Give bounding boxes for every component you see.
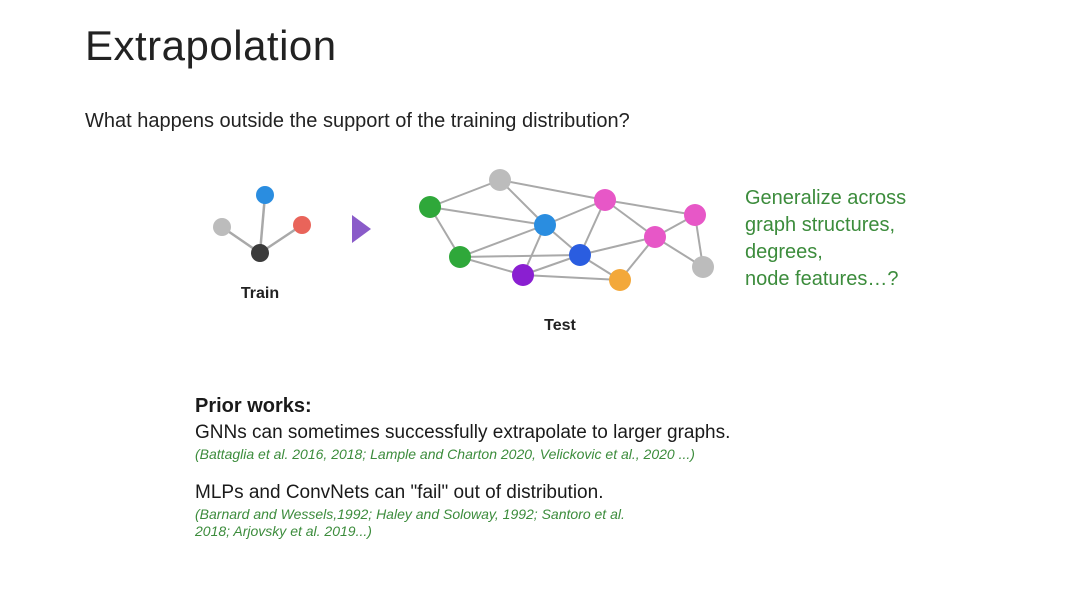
graph-node — [256, 186, 274, 204]
graph-node — [692, 256, 714, 278]
prior-citation-2: (Barnard and Wessels,1992; Haley and Sol… — [195, 506, 935, 541]
graph-edge — [605, 200, 695, 215]
prior-citation-1: (Battaglia et al. 2016, 2018; Lample and… — [195, 446, 935, 464]
graph-node — [449, 246, 471, 268]
graph-node — [594, 189, 616, 211]
graph-node — [534, 214, 556, 236]
graph-edge — [430, 180, 500, 207]
diagram-area: Train Test — [0, 160, 1080, 350]
graph-node — [644, 226, 666, 248]
graph-node — [213, 218, 231, 236]
prior-works-block: Prior works: GNNs can sometimes successf… — [195, 395, 935, 559]
prior-line-1: GNNs can sometimes successfully extrapol… — [195, 422, 935, 444]
generalize-caption: Generalize acrossgraph structures,degree… — [745, 185, 906, 293]
test-label: Test — [395, 317, 725, 335]
graph-node — [512, 264, 534, 286]
graph-node — [489, 169, 511, 191]
slide-title: Extrapolation — [85, 22, 337, 70]
test-graph — [395, 155, 725, 315]
train-graph — [200, 175, 320, 275]
graph-edge — [430, 207, 545, 225]
graph-edge — [460, 255, 580, 257]
graph-node — [609, 269, 631, 291]
graph-node — [569, 244, 591, 266]
prior-line-2: MLPs and ConvNets can "fail" out of dist… — [195, 482, 935, 504]
train-label: Train — [200, 285, 320, 303]
graph-node — [684, 204, 706, 226]
graph-edge — [523, 275, 620, 280]
graph-node — [251, 244, 269, 262]
slide-subtitle: What happens outside the support of the … — [85, 110, 630, 133]
graph-node — [293, 216, 311, 234]
graph-node — [419, 196, 441, 218]
prior-heading: Prior works: — [195, 395, 935, 418]
arrow-icon — [352, 215, 371, 243]
slide: Extrapolation What happens outside the s… — [0, 0, 1080, 608]
